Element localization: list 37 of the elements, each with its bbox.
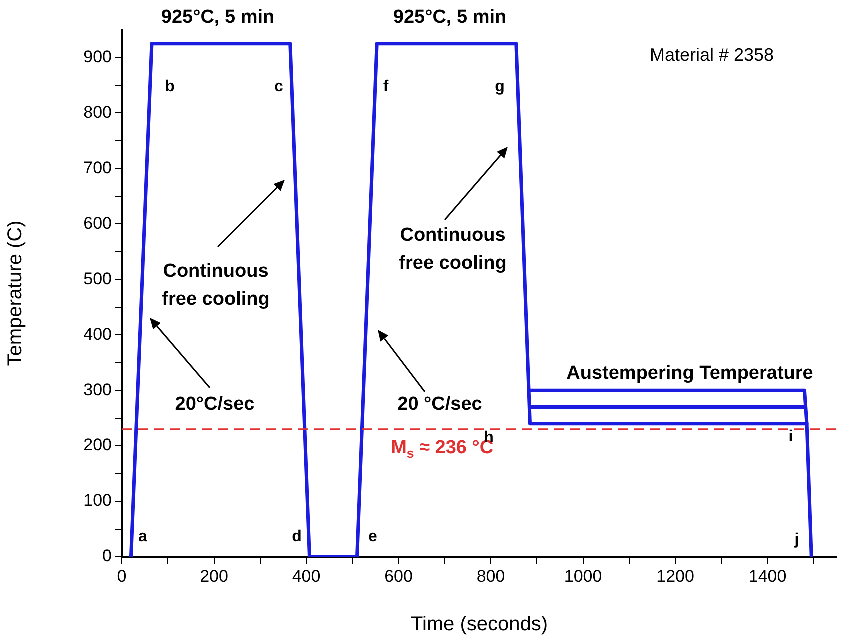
- x-tick-label: 200: [200, 566, 228, 586]
- x-tick-label: 800: [476, 566, 506, 586]
- annotation: b: [165, 78, 176, 96]
- x-tick-label: 1400: [748, 566, 787, 586]
- annotation: Continuous free cooling: [399, 225, 507, 274]
- x-tick-label: 1000: [564, 566, 602, 586]
- x-axis-title: Time (seconds): [410, 614, 548, 636]
- annotation: a: [138, 528, 148, 546]
- y-tick-label: 300: [84, 380, 112, 400]
- annotation: Material # 2358: [650, 44, 774, 65]
- annotation: e: [368, 528, 378, 546]
- annotation: d: [292, 528, 302, 546]
- y-tick-label: 500: [84, 269, 112, 288]
- x-tick-label: 600: [384, 566, 413, 586]
- annotation: 20 °C/sec: [398, 394, 483, 416]
- y-tick-label: 600: [84, 214, 112, 233]
- annotation: i: [788, 428, 794, 446]
- text: 925°C, 5 min: [393, 7, 507, 28]
- y-tick-label: 400: [84, 324, 112, 344]
- annotation: f: [383, 78, 390, 96]
- annotation: 20°C/sec: [175, 394, 256, 416]
- x-tick-label: 400: [292, 566, 321, 586]
- annotation: j: [794, 531, 800, 548]
- y-tick-label: 0: [102, 546, 112, 566]
- x-tick-label: 0: [117, 566, 127, 586]
- annotation: Continuous free cooling: [162, 261, 270, 310]
- y-tick-label: 200: [84, 436, 112, 455]
- y-axis-title: Temperature (C): [4, 220, 27, 366]
- y-tick-label: 900: [84, 47, 112, 66]
- annotation: Austempering Temperature: [566, 363, 814, 384]
- annotation: g: [495, 78, 505, 96]
- y-tick-label: 100: [84, 491, 112, 510]
- text: 925°C, 5 min: [161, 7, 275, 28]
- annotation: c: [274, 78, 284, 96]
- y-tick-label: 800: [84, 102, 112, 122]
- x-tick-label: 1200: [656, 566, 694, 586]
- y-tick-label: 700: [84, 158, 112, 178]
